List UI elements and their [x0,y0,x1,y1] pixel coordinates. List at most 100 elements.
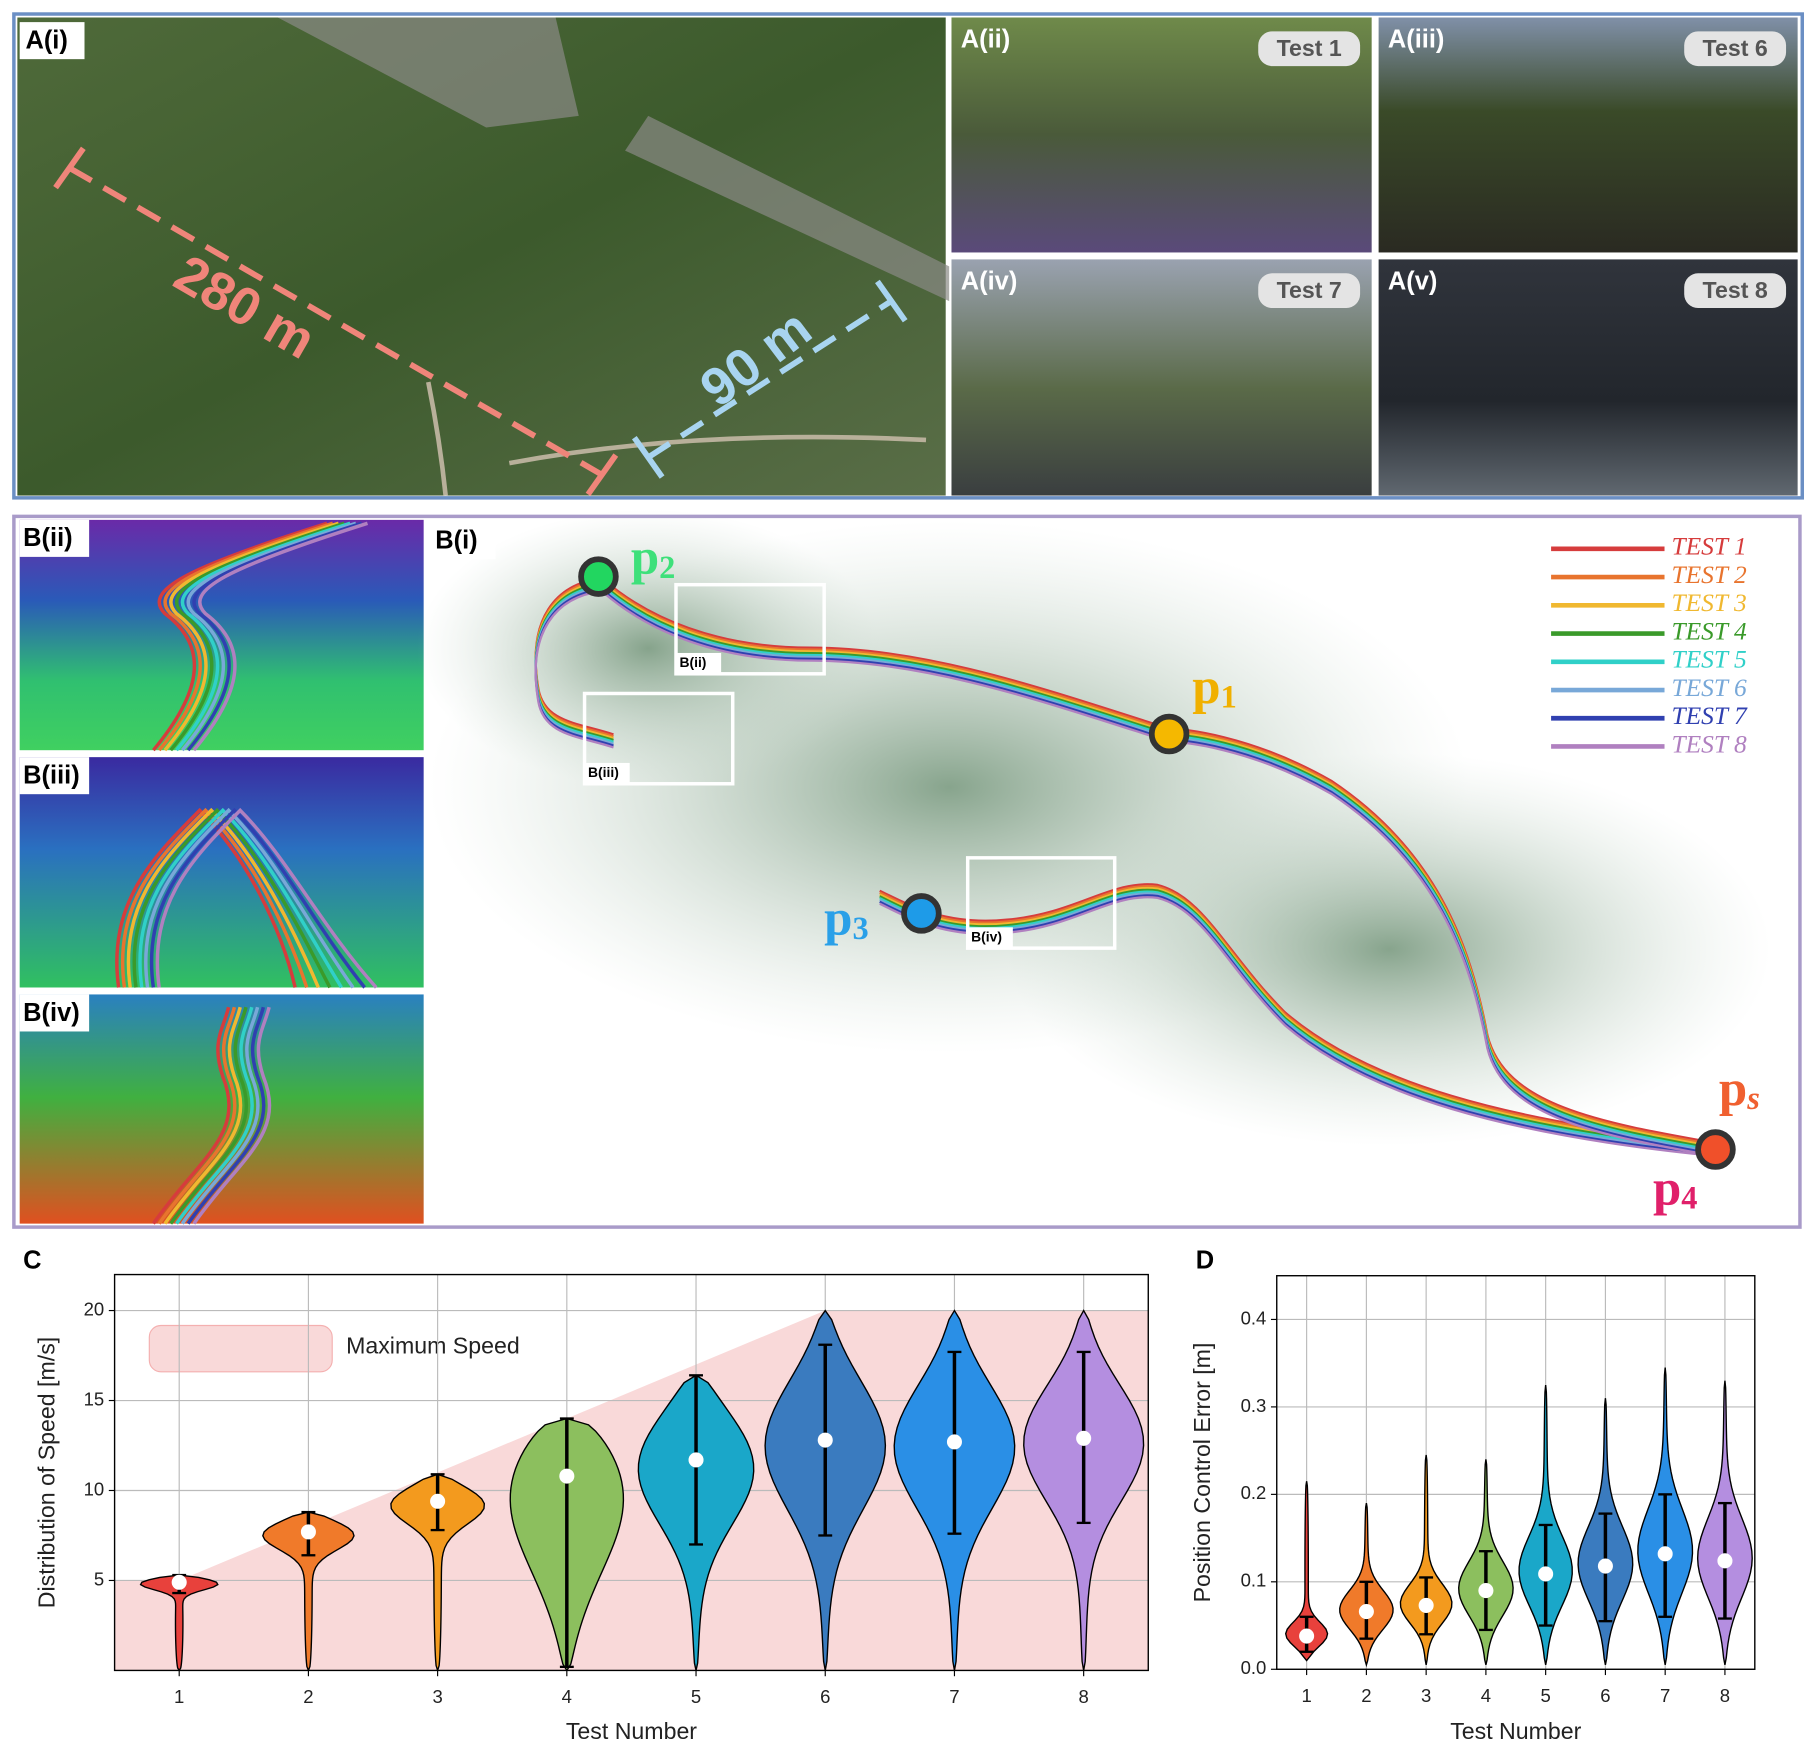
distance-end [53,146,86,190]
label-bg [19,519,90,557]
x-tick-label: 5 [691,1686,701,1707]
trajectory [879,886,1716,1148]
trajectory [175,1006,254,1225]
y-tick-label: 0.4 [1241,1307,1267,1328]
label-bg [19,994,90,1032]
y-tick-label: 0.2 [1241,1482,1267,1503]
waypoint-label: p3 [824,890,869,947]
label-bg [585,762,630,783]
point-subscript: s [1746,1082,1760,1118]
x-tick-label: 2 [1361,1685,1371,1706]
point-name: p [1653,1160,1681,1216]
legend-label: TEST 3 [1671,588,1746,617]
box-label: B(iv) [971,928,1002,944]
distance-end [585,453,619,497]
trajectory [186,521,363,752]
median [1418,1597,1434,1613]
label-bg [677,652,722,673]
median [688,1452,704,1468]
point-subscript: 3 [852,911,868,947]
point-subscript: 4 [1681,1181,1697,1217]
panel-label: B(iv) [23,999,80,1027]
legend-swatch [148,1324,333,1373]
trajectory [879,883,1716,1145]
y-tick-label: 5 [94,1568,104,1589]
trajectory [192,1006,272,1225]
median [559,1468,575,1484]
panel-label: A(iv) [961,267,1018,295]
trajectory [169,521,345,752]
trajectory [151,1006,231,1225]
x-tick-label: 1 [1301,1685,1311,1706]
panel-label: B(iii) [23,762,80,790]
trajectory [180,521,357,752]
waypoint [1148,713,1190,755]
point-subscript: 1 [1221,680,1237,716]
y-tick-label: 0.0 [1241,1657,1267,1678]
violin [1284,1481,1329,1662]
plot-frame [1276,1275,1756,1670]
trajectory [144,807,355,989]
panel-label: A(iii) [1388,25,1445,53]
x-tick-label: 3 [432,1686,442,1707]
x-tick-label: 8 [1720,1685,1730,1706]
median [1299,1628,1315,1644]
trajectory [186,1006,266,1225]
trajectory [157,1006,237,1225]
trajectory [534,589,1716,1158]
panel-label: B(i) [435,527,477,555]
box-label: B(iii) [588,764,619,780]
median [171,1574,187,1590]
trajectory [879,888,1716,1150]
point-name: p [824,890,852,946]
trajectory [152,521,328,752]
x-tick-label: 4 [1481,1685,1491,1706]
distance-line [68,165,604,478]
panel-label: B(ii) [23,524,72,552]
legend-label: Maximum Speed [346,1333,520,1359]
trajectory [175,521,351,752]
paths [426,381,927,496]
legend-label: TEST 7 [1671,701,1747,730]
waypoint-label: p4 [1653,1160,1698,1217]
test-badge [1258,31,1361,67]
trajectory [157,521,334,752]
panel-label: A(ii) [961,25,1010,53]
x-tick-label: 2 [303,1686,313,1707]
median [1478,1583,1494,1599]
point-subscript: 2 [659,550,675,586]
label-bg [19,757,90,795]
waypoint-label: p1 [1192,659,1237,716]
trajectory [879,884,1716,1147]
legend-label: TEST 5 [1671,645,1746,674]
x-tick-label: 4 [562,1686,572,1707]
test-label: Test 7 [1277,277,1342,303]
median [946,1434,962,1450]
x-tick-label: 6 [1600,1685,1610,1706]
median [1657,1546,1673,1562]
legend-label: TEST 2 [1671,560,1746,589]
y-tick-label: 20 [84,1298,105,1319]
x-tick-label: 7 [1660,1685,1670,1706]
test-label: Test 8 [1703,277,1768,303]
region-box [582,691,735,786]
waypoint [578,556,619,597]
legend-label: TEST 4 [1671,616,1746,645]
y-axis-label: Position Control Error [m] [1189,1343,1215,1603]
trajectory [163,521,340,752]
label-bg [968,927,1013,947]
point-cloud [1007,752,1772,1147]
label-bg [430,522,496,560]
test-label: Test 6 [1703,35,1768,61]
label-bg [19,22,85,60]
x-axis-label: Test Number [1450,1718,1581,1744]
trajectory [169,1006,248,1225]
median [1538,1566,1554,1582]
test-badge [1684,31,1787,67]
median [430,1493,446,1509]
trajectory [149,807,366,989]
region-box [965,856,1117,950]
